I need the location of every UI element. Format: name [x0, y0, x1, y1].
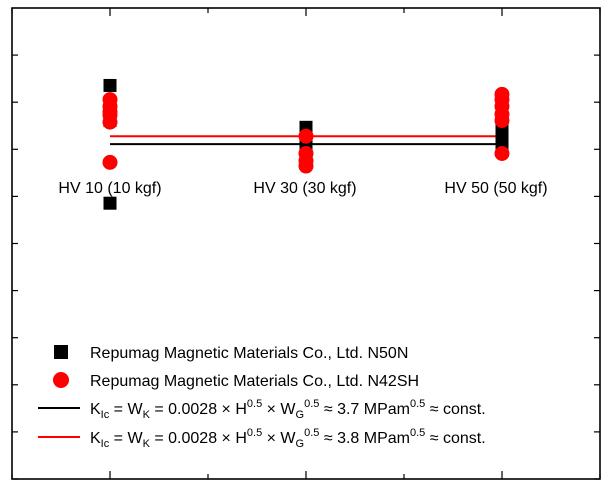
n50n-point [103, 196, 117, 210]
x-category-label-2: HV 30 (30 kgf) [253, 180, 356, 197]
n42sh-point [494, 145, 510, 161]
legend-black-line-label: KIc = WK = 0.0028 × H0.5 × WG0.5 ≈ 3.7 M… [90, 398, 486, 421]
legend-n42sh-label: Repumag Magnetic Materials Co., Ltd. N42… [90, 373, 419, 390]
n42sh-point [298, 158, 314, 174]
legend-n42sh-swatch [53, 372, 69, 388]
n42sh-point [102, 154, 118, 170]
n50n-point [103, 78, 117, 92]
n42sh-point [298, 128, 314, 144]
data-markers [102, 78, 510, 210]
n42sh-point [102, 114, 118, 130]
legend-n50n-swatch [54, 345, 68, 359]
legend-n50n-label: Repumag Magnetic Materials Co., Ltd. N50… [90, 345, 408, 362]
axis-ticks [11, 8, 601, 480]
legend-red-line-label: KIc = WK = 0.0028 × H0.5 × WG0.5 ≈ 3.8 M… [90, 427, 486, 450]
x-category-label-1: HV 10 (10 kgf) [58, 180, 161, 197]
n42sh-point [494, 113, 510, 129]
legend: Repumag Magnetic Materials Co., Ltd. N50… [38, 345, 486, 450]
x-category-label-3: HV 50 (50 kgf) [444, 180, 547, 197]
